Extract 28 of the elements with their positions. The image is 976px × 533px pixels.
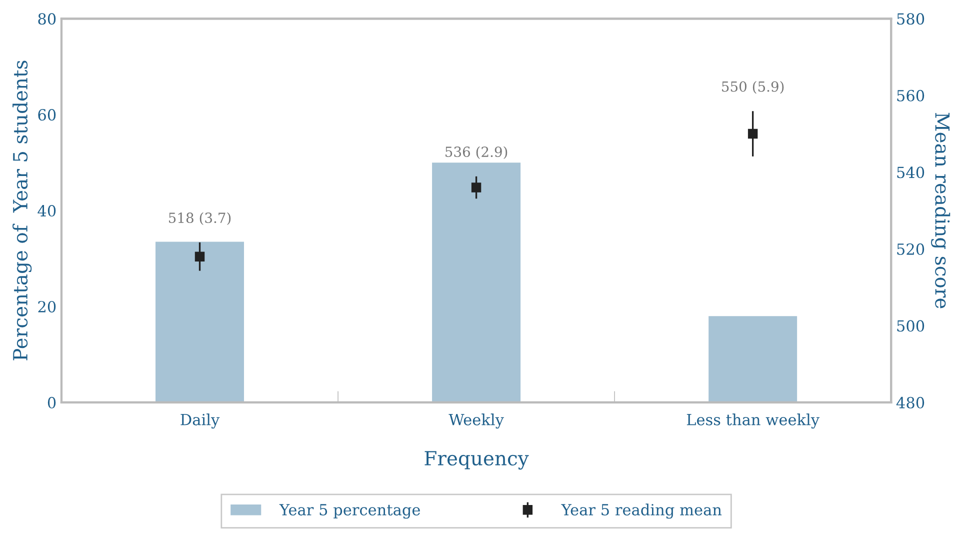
y-axis-title: Percentage of Year 5 students: [12, 60, 32, 360]
y2-tick-label: 580: [897, 13, 924, 25]
y2-axis-title: Mean reading score: [931, 112, 950, 308]
point: [194, 252, 205, 262]
y2-tick-label: 500: [897, 320, 924, 332]
y-tick-label: 60: [38, 109, 56, 121]
y-tick-label: 0: [48, 396, 56, 408]
x-tick-label: Less than weekly: [686, 414, 820, 429]
y2-tick-label: 560: [897, 90, 924, 102]
point: [748, 128, 758, 139]
data-label: 518 (3.7): [169, 212, 231, 225]
y2-tick-label: 480: [896, 396, 924, 408]
bar: [708, 316, 798, 402]
bar: [432, 162, 521, 402]
data-label: 536 (2.9): [446, 146, 508, 159]
legend-label: Year 5 percentage: [279, 504, 420, 519]
legend-label: Year 5 reading mean: [561, 504, 722, 519]
bar: [156, 242, 244, 402]
point: [471, 182, 482, 192]
y-tick-label: 80: [38, 13, 56, 25]
y2-tick-label: 540: [897, 166, 924, 178]
y-tick-label: 20: [38, 300, 56, 312]
x-tick-label: Weekly: [448, 414, 504, 429]
y2-tick-label: 520: [897, 243, 924, 255]
x-axis-title: Frequency: [424, 451, 529, 470]
x-tick-label: Daily: [180, 414, 220, 429]
y-tick-label: 40: [38, 205, 56, 217]
data-label: 550 (5.9): [722, 81, 784, 94]
